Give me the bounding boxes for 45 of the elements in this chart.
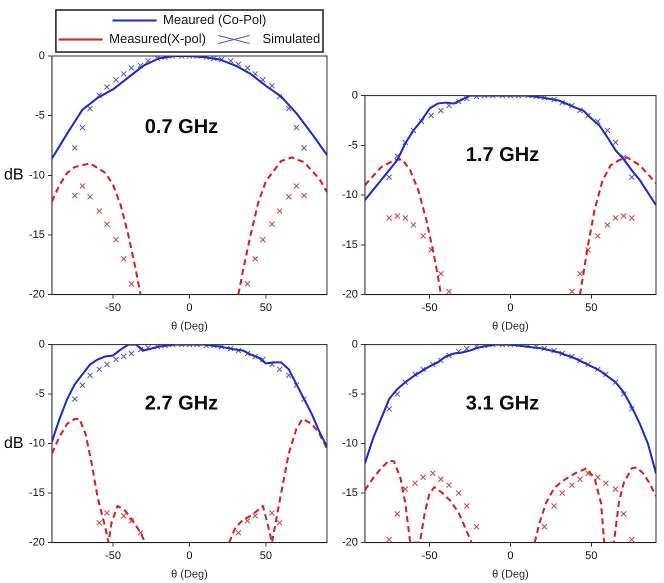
y-tick-label: 0: [38, 338, 45, 351]
y-tick-label: -15: [342, 238, 358, 251]
x-tick-label: 50: [585, 550, 598, 562]
y-tick-label: -20: [28, 288, 45, 301]
x-tick-label: 50: [260, 550, 272, 562]
x-tick-label: 50: [585, 302, 598, 314]
y-tick-label: 0: [352, 338, 358, 351]
y-axis-title: dB: [4, 435, 24, 452]
annotation: 2.7 GHz: [144, 392, 218, 415]
legend-label: Meaured (Co-Pol): [163, 12, 266, 28]
y-tick-label: -10: [342, 189, 358, 202]
y-tick-label: -20: [342, 288, 358, 301]
x-tick-label: 0: [186, 302, 193, 314]
x-tick-label: 50: [260, 302, 272, 314]
x-tick-label: 0: [507, 302, 514, 314]
x-tick-label: 0: [186, 550, 193, 562]
y-tick-label: 0: [38, 50, 45, 62]
y-tick-label: -5: [35, 110, 45, 122]
y-tick-label: -5: [348, 388, 358, 400]
y-tick-label: -10: [28, 438, 45, 450]
legend-label: Measured(X-pol): [109, 31, 206, 46]
legend-label: Simulated: [262, 31, 320, 46]
x-axis-title: θ (Deg): [171, 568, 208, 580]
annotation: 0.7 GHz: [144, 116, 218, 138]
x-axis-title: θ (Deg): [492, 320, 529, 332]
y-tick-label: -15: [28, 487, 45, 500]
y-axis-title: dB: [4, 166, 24, 184]
y-tick-label: -10: [342, 438, 358, 450]
y-tick-label: -15: [28, 228, 45, 241]
annotation: 3.1 GHz: [466, 392, 540, 415]
x-tick-label: -50: [422, 302, 438, 314]
x-tick-label: -50: [422, 550, 438, 562]
x-tick-label: -50: [105, 550, 121, 562]
x-axis-title: θ (Deg): [492, 568, 529, 580]
y-tick-label: -5: [348, 139, 358, 152]
x-tick-label: -50: [105, 302, 121, 314]
y-tick-label: -20: [28, 536, 45, 549]
y-tick-label: -10: [28, 169, 45, 182]
y-tick-label: 0: [352, 90, 358, 102]
x-tick-label: 0: [507, 550, 514, 562]
y-tick-label: -15: [342, 487, 358, 500]
y-tick-label: -20: [342, 536, 358, 549]
y-tick-label: -5: [35, 388, 45, 400]
annotation: 1.7 GHz: [466, 144, 540, 166]
x-axis-title: θ (Deg): [171, 320, 208, 332]
